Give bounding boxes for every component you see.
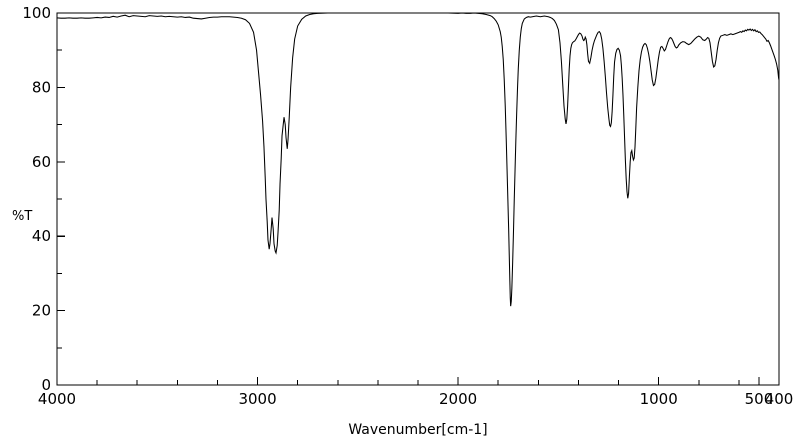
x-axis-title: Wavenumber[cm-1]: [348, 422, 487, 438]
x-tick-label: 400: [765, 390, 794, 408]
y-tick-label: 20: [32, 302, 51, 320]
data-series-group: [56, 12, 780, 307]
x-tick-label: 2000: [439, 390, 477, 408]
y-tick-label: 40: [32, 227, 51, 245]
y-tick-label: 0: [41, 376, 51, 394]
y-axis-title: %T: [12, 209, 32, 224]
y-tick-label: 60: [32, 153, 51, 171]
x-axis-ticks: [56, 377, 760, 385]
x-tick-label: 1000: [640, 390, 678, 408]
y-axis-ticks: [57, 12, 65, 386]
y-tick-label: 100: [22, 4, 51, 22]
plot-frame: [56, 12, 780, 386]
y-tick-label: 80: [32, 78, 51, 96]
x-tick-label: 500: [745, 390, 774, 408]
x-tick-label: 4000: [38, 390, 76, 408]
x-tick-label: 3000: [238, 390, 276, 408]
y-axis-tick-labels: 0 20 40 60 80 100: [22, 4, 51, 394]
transmittance-curve: [56, 12, 780, 307]
